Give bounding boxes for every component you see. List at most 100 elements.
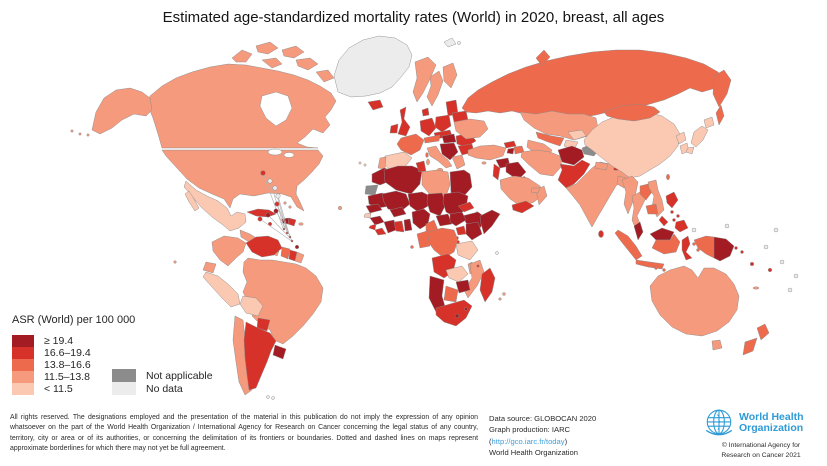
- peninsular-malaysia: [633, 221, 644, 241]
- fiji: [767, 267, 773, 273]
- country-dominican-republic: [287, 217, 297, 227]
- new-caledonia: [752, 286, 760, 290]
- country-papua-new-guinea: [713, 236, 735, 262]
- country-greenland: [333, 35, 413, 98]
- legend: ASR (World) per 100 000 ≥ 19.4 16.6–19.4…: [12, 314, 135, 395]
- country-north-korea: [675, 131, 687, 145]
- graph-production-line: Graph production: IARC: [489, 425, 571, 435]
- link-line: (http://gco.iarc.fr/today): [489, 436, 596, 447]
- canary-islands: [358, 161, 367, 167]
- hudson-bay: [259, 91, 293, 127]
- legend-label-no-data: No data: [146, 382, 183, 395]
- bahamas: [283, 201, 292, 209]
- country-botswana: [443, 285, 459, 303]
- antilles-island-dot: [274, 201, 280, 207]
- south-sudan: [449, 211, 467, 227]
- country-liberia: [374, 227, 387, 236]
- country-eswatini: [464, 307, 468, 311]
- country-new-zealand: [742, 323, 770, 356]
- country-greece: [451, 154, 466, 170]
- country-iceland: [367, 99, 384, 111]
- country-bolivia: [239, 295, 264, 317]
- country-finland: [442, 62, 458, 89]
- legend-swatch-c4: [12, 371, 34, 383]
- western-sahara: [364, 184, 379, 196]
- gabon-congo: [416, 230, 431, 249]
- who-copyright: © International Agency for Research on C…: [721, 442, 801, 459]
- country-japan: [685, 116, 715, 155]
- legend-swatch-c2: [12, 347, 34, 359]
- legend-special: Not applicable No data: [112, 369, 213, 395]
- country-uzbekistan: [535, 131, 565, 147]
- guinea-bissau: [363, 212, 372, 219]
- malaysian-borneo: [649, 227, 675, 241]
- country-ukraine: [453, 118, 489, 140]
- country-sweden: [426, 70, 444, 107]
- country-turkey: [467, 144, 507, 161]
- country-mexico: [183, 180, 247, 232]
- country-uruguay: [272, 344, 287, 360]
- moluccas: [692, 242, 700, 252]
- country-italy: [426, 145, 453, 169]
- burkina-faso: [389, 206, 407, 218]
- switzerland-austria: [423, 134, 441, 144]
- country-libya: [421, 169, 451, 197]
- country-kyrgyzstan: [567, 129, 587, 141]
- taiwan: [666, 173, 670, 181]
- country-georgia: [503, 140, 517, 149]
- country-guinea: [369, 215, 385, 226]
- country-trinidad: [294, 244, 300, 250]
- cyprus: [481, 161, 487, 165]
- country-australia: [649, 265, 740, 337]
- country-denmark: [421, 107, 430, 117]
- country-peru: [202, 271, 241, 308]
- country-lesotho: [454, 313, 460, 319]
- source-block: Data source: GLOBOCAN 2020 Graph product…: [489, 413, 596, 459]
- falkland-islands: [266, 395, 275, 400]
- country-madagascar: [479, 267, 496, 303]
- country-guyana: [280, 246, 291, 260]
- vanuatu: [749, 261, 755, 267]
- country-chad: [426, 192, 447, 217]
- country-pakistan: [557, 159, 591, 189]
- country-ghana: [393, 220, 405, 233]
- french-guiana: [294, 251, 305, 264]
- legend-label-c5: < 11.5: [44, 383, 73, 395]
- country-hungary: [441, 133, 457, 144]
- country-mongolia: [603, 103, 661, 122]
- balkans: [439, 142, 459, 161]
- legend-swatch-c5: [12, 383, 34, 395]
- country-puerto-rico: [298, 222, 304, 226]
- country-sri-lanka: [598, 230, 604, 238]
- legend-swatch-c3: [12, 359, 34, 371]
- sardinia: [426, 158, 430, 166]
- country-usa: [161, 149, 324, 212]
- svalbard: [443, 37, 461, 48]
- seychelles: [495, 251, 499, 255]
- legend-classes: ≥ 19.4 16.6–19.4 13.8–16.6 11.5–13.8 < 1…: [12, 335, 135, 395]
- great-lakes-east: [283, 152, 295, 158]
- country-kazakhstan: [519, 110, 599, 141]
- country-philippines: [658, 191, 689, 233]
- country-france: [396, 133, 425, 156]
- sulawesi: [681, 235, 693, 261]
- gco-link[interactable]: http://gco.iarc.fr/today: [491, 436, 565, 446]
- country-ecuador: [202, 261, 217, 274]
- country-yemen: [511, 200, 535, 214]
- who-logo-icon: [705, 409, 733, 436]
- south-africa: [435, 299, 473, 327]
- lesser-antilles-chain: [282, 227, 294, 243]
- country-zambia: [445, 265, 469, 283]
- legend-label-c2: 16.6–19.4: [44, 347, 91, 359]
- antilles-island-dot: [272, 185, 278, 191]
- corsica: [425, 152, 429, 158]
- antilles-island-dot: [273, 208, 279, 214]
- country-canada: [147, 63, 337, 149]
- baja-california: [184, 190, 200, 212]
- country-niger: [407, 191, 431, 213]
- country-portugal: [377, 156, 387, 170]
- link-prefix: (: [489, 436, 492, 446]
- legend-swatch-c1: [12, 335, 34, 347]
- who-block: World Health Organization © Internationa…: [703, 407, 819, 461]
- galapagos-islands: [173, 260, 177, 264]
